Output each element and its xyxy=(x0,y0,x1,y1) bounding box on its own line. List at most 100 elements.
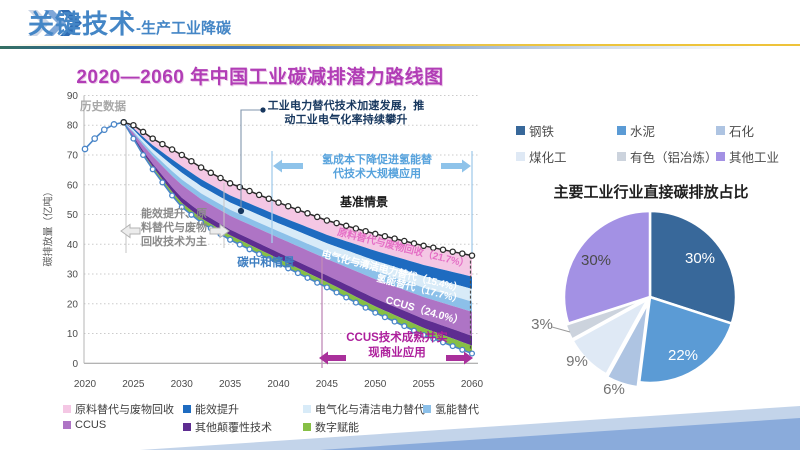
y-tick-label: 50 xyxy=(67,210,79,221)
carbon-neutral-marker xyxy=(169,192,176,199)
legend-swatch xyxy=(303,405,311,413)
pie-slice-1 xyxy=(637,295,734,385)
carbon-neutral-marker xyxy=(449,343,456,350)
carbon-neutral-marker xyxy=(372,309,379,316)
pie-legend-item: 水泥 xyxy=(617,121,655,140)
carbon-neutral-marker xyxy=(140,151,147,159)
carbon-neutral-marker xyxy=(130,135,137,142)
pie-percent-label: 3% xyxy=(531,316,553,333)
baseline-marker xyxy=(372,230,379,238)
y-tick-label: 80 xyxy=(67,121,79,132)
page-subtitle: -生产工业降碳 xyxy=(136,20,232,37)
carbon-neutral-marker xyxy=(246,246,253,253)
historical-marker xyxy=(110,121,118,128)
baseline-marker xyxy=(139,128,147,136)
carbon-neutral-marker xyxy=(391,318,398,325)
roadmap-band-3 xyxy=(123,122,472,312)
baseline-scenario-label: 基准情景 xyxy=(339,195,388,209)
carbon-neutral-marker xyxy=(178,204,185,211)
roadmap-legend-item: 原料替代与废物回收 xyxy=(63,401,174,417)
baseline-marker xyxy=(439,246,447,253)
baseline-marker xyxy=(313,213,321,221)
pie-legend-item: 有色（铝冶炼） xyxy=(617,147,718,166)
pie-percent-label: 6% xyxy=(603,381,625,398)
x-tick-label: 2055 xyxy=(413,379,436,390)
baseline-marker xyxy=(430,244,437,251)
baseline-marker xyxy=(236,183,244,191)
legend-label: 有色（铝冶炼） xyxy=(630,151,718,165)
pie-percent-label: 30% xyxy=(581,252,611,269)
legend-label: 煤化工 xyxy=(529,151,567,165)
chevrons-icon xyxy=(28,10,82,36)
annotation-electrification: 工业电力替代技术加速发展，推动工业电气化率持续攀升 xyxy=(267,100,425,126)
baseline-marker xyxy=(323,217,331,224)
legend-label: 石化 xyxy=(729,125,755,139)
annotation-ccus: CCUS技术成熟并实现商业应用 xyxy=(346,332,448,359)
baseline-marker xyxy=(120,119,127,126)
block-arrow xyxy=(446,351,473,365)
block-arrow xyxy=(319,351,346,365)
pie-legend-item: 煤化工 xyxy=(516,147,567,166)
block-arrow xyxy=(120,223,141,239)
baseline-marker xyxy=(149,135,156,142)
historical-marker xyxy=(91,135,99,142)
y-tick-label: 60 xyxy=(67,180,79,191)
y-tick-label: 30 xyxy=(67,270,79,281)
carbon-neutral-marker xyxy=(420,331,427,339)
x-tick-label: 2060 xyxy=(461,379,484,390)
legend-swatch xyxy=(516,126,525,135)
legend-swatch xyxy=(303,423,311,431)
annotation-efficiency: 能效提升、原料替代与废物回收技术为主 xyxy=(141,208,207,248)
x-tick-label: 2030 xyxy=(171,379,194,390)
roadmap-legend-item: 氢能替代 xyxy=(423,401,479,417)
carbon-neutral-marker xyxy=(333,289,340,296)
roadmap-legend-item: 其他颠覆性技术 xyxy=(183,419,272,435)
carbon-neutral-marker xyxy=(410,327,418,334)
carbon-neutral-marker xyxy=(275,260,282,267)
legend-swatch xyxy=(183,423,191,431)
carbon-neutral-marker xyxy=(323,284,330,291)
baseline-marker xyxy=(217,174,224,182)
annotation-connector xyxy=(240,109,263,211)
y-tick-label: 40 xyxy=(67,240,79,251)
baseline-marker xyxy=(468,252,476,259)
carbon-neutral-marker xyxy=(265,255,272,262)
roadmap-band-4 xyxy=(123,122,472,336)
carbon-neutral-marker xyxy=(294,270,301,277)
baseline-marker xyxy=(352,225,360,232)
baseline-marker xyxy=(226,180,234,187)
block-arrow xyxy=(209,223,230,239)
block-arrow xyxy=(441,159,471,173)
carbon-neutral-marker xyxy=(401,323,408,330)
legend-swatch xyxy=(617,126,626,135)
roadmap-chart: 2020 2025 2030 2035 2040 2045 2050 2055 20600102… xyxy=(67,91,484,390)
legend-label: 电气化与清洁电力替代 xyxy=(315,404,425,416)
baseline-marker xyxy=(304,210,311,217)
pie-leader-line xyxy=(551,326,571,333)
baseline-marker xyxy=(333,219,340,227)
annotation-hydrogen: 氢成本下降促进氢能替代技术大规模应用 xyxy=(322,154,432,180)
baseline-marker xyxy=(284,202,292,210)
legend-swatch xyxy=(63,405,71,413)
carbon-neutral-marker xyxy=(352,299,359,306)
page-title: 关键技术 xyxy=(28,9,137,39)
pie-slice-0 xyxy=(648,209,738,325)
legend-swatch xyxy=(183,405,191,413)
page-header: 关键技术 -生产工业降碳 xyxy=(28,4,231,41)
historical-marker xyxy=(100,126,108,134)
baseline-marker xyxy=(255,191,263,199)
legend-swatch xyxy=(716,152,725,161)
carbon-neutral-marker xyxy=(430,335,437,342)
baseline-marker xyxy=(188,157,195,165)
roadmap-band-1 xyxy=(123,122,472,289)
historical-marker xyxy=(81,145,89,153)
baseline-marker xyxy=(459,250,466,257)
baseline-marker xyxy=(362,227,369,235)
pie-legend-item: 石化 xyxy=(716,121,754,140)
roadmap-legend-item: 电气化与清洁电力替代 xyxy=(303,401,425,417)
y-tick-label: 70 xyxy=(67,151,79,162)
x-tick-label: 2050 xyxy=(364,379,387,390)
legend-swatch xyxy=(516,152,525,161)
pie-chart: 30% 22% 6% 9% 3% 30% xyxy=(531,209,738,398)
legend-label: 氢能替代 xyxy=(435,404,479,416)
